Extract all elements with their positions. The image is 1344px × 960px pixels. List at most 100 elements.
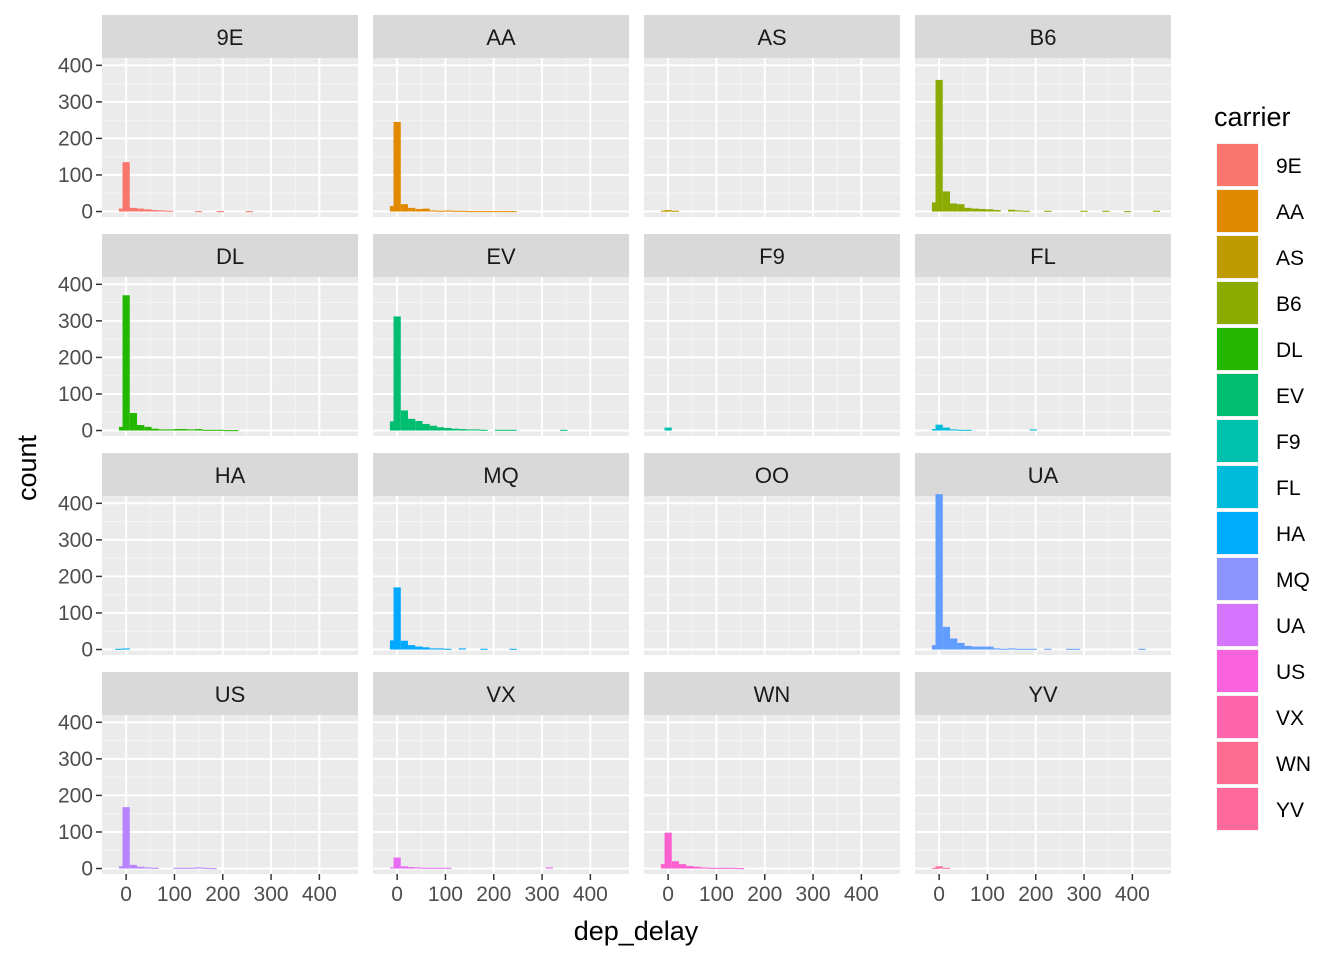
histogram-bar — [137, 208, 145, 212]
histogram-bar — [400, 410, 409, 431]
legend-entry-ua: UA — [1216, 603, 1305, 647]
histogram-bar — [400, 204, 409, 212]
histogram-bar — [560, 429, 568, 431]
y-tick-label: 400 — [58, 711, 93, 734]
facet-strip-label: FL — [1030, 244, 1056, 269]
facet-panel-f9: F9 — [644, 234, 900, 436]
histogram-bar — [700, 867, 708, 869]
facet-panels: 9E 0 100 200 300 400 AA AS B6 DL 0 100 200 300 400 EV F9… — [58, 15, 1171, 906]
legend-key — [1217, 144, 1258, 186]
histogram-bar — [1015, 648, 1023, 650]
histogram-bar — [480, 648, 488, 650]
legend-entry-b6: B6 — [1216, 281, 1302, 325]
x-tick-label: 0 — [391, 883, 403, 906]
legend-key — [1217, 788, 1258, 830]
y-tick-label: 0 — [81, 201, 93, 224]
facet-strip-label: UA — [1028, 463, 1059, 488]
histogram-bar — [935, 79, 943, 212]
histogram-bar — [942, 867, 951, 869]
histogram-bar — [1022, 648, 1030, 650]
facet-panel-yv: YV 0 100 200 300 400 — [915, 672, 1171, 906]
facet-strip — [915, 15, 1171, 58]
y-tick-label: 200 — [58, 565, 93, 588]
histogram-bar — [736, 868, 745, 870]
x-tick-label: 400 — [1115, 883, 1150, 906]
histogram-bar — [408, 867, 416, 869]
histogram-bar — [664, 427, 672, 431]
histogram-bar — [151, 428, 159, 431]
histogram-bar — [942, 427, 951, 431]
legend-key — [1217, 374, 1258, 416]
facet-strip — [915, 234, 1171, 277]
histogram-bar — [971, 646, 979, 650]
histogram-bar — [950, 638, 958, 650]
facet-strip — [373, 672, 629, 715]
histogram-bar — [422, 647, 430, 650]
histogram-bar — [458, 210, 466, 212]
histogram-bar — [151, 210, 159, 212]
y-tick-label: 400 — [58, 54, 93, 77]
facet-strip — [644, 453, 900, 496]
histogram-bar — [1123, 211, 1132, 213]
histogram-bar — [1007, 209, 1016, 212]
x-tick-label: 400 — [302, 883, 337, 906]
facet-strip — [373, 453, 629, 496]
histogram-bar — [444, 867, 452, 869]
histogram-bar — [1080, 210, 1088, 212]
histogram-bar — [993, 210, 1001, 212]
x-tick-label: 0 — [933, 883, 945, 906]
x-tick-label: 200 — [205, 883, 240, 906]
y-tick-label: 200 — [58, 784, 93, 807]
facet-strip — [102, 672, 358, 715]
histogram-bar — [942, 191, 951, 212]
histogram-bar — [465, 211, 474, 213]
legend: carrier 9E AA AS B6 DL EV F9 FL HA MQ UA US VX WN YV — [1214, 102, 1311, 831]
legend-key — [1217, 650, 1258, 692]
facet-strip-label: F9 — [759, 244, 785, 269]
histogram-bar — [935, 424, 943, 431]
x-tick-label: 200 — [1018, 883, 1053, 906]
facet-strip-label: 9E — [217, 25, 244, 50]
histogram-bar — [458, 648, 466, 650]
histogram-bar — [671, 210, 680, 212]
facet-strip-label: OO — [755, 463, 789, 488]
histogram-bar — [964, 207, 972, 212]
histogram-bar — [187, 867, 195, 869]
histogram-bar — [415, 867, 423, 869]
histogram-bar — [444, 210, 452, 212]
histogram-bar — [144, 426, 152, 431]
histogram-bar — [957, 642, 965, 650]
histogram-bar — [502, 429, 510, 431]
facet-panel-ha: HA 0 100 200 300 400 — [58, 453, 358, 662]
y-tick-label: 0 — [81, 639, 93, 662]
histogram-bar — [223, 430, 232, 432]
x-tick-label: 100 — [699, 883, 734, 906]
y-tick-label: 300 — [58, 748, 93, 771]
facet-strip-label: EV — [486, 244, 516, 269]
legend-entry-dl: DL — [1216, 327, 1303, 371]
legend-label: HA — [1276, 523, 1305, 546]
facet-panel-us: US 0 100 200 300 400 0 100 200 300 400 — [58, 672, 358, 906]
facet-panel-as: AS — [644, 15, 900, 217]
facet-strip-label: B6 — [1030, 25, 1057, 50]
legend-key — [1217, 466, 1258, 508]
facet-panel-ua: UA — [915, 453, 1171, 655]
facet-strip-label: YV — [1028, 682, 1058, 707]
histogram-bar — [942, 626, 951, 650]
histogram-bar — [422, 867, 430, 869]
facet-strip — [373, 234, 629, 277]
histogram-bar — [415, 421, 423, 431]
legend-entry-ha: HA — [1216, 511, 1305, 555]
histogram-bar — [1073, 648, 1081, 650]
facet-panel-aa: AA — [373, 15, 629, 217]
legend-label: F9 — [1276, 431, 1301, 454]
histogram-bar — [202, 867, 210, 869]
histogram-bar — [194, 867, 203, 869]
histogram-bar — [1065, 648, 1074, 650]
histogram-bar — [444, 648, 452, 650]
facet-strip — [644, 15, 900, 58]
histogram-bar — [494, 211, 503, 213]
histogram-bar — [1044, 210, 1052, 212]
legend-key — [1217, 282, 1258, 324]
histogram-bar — [166, 210, 174, 212]
